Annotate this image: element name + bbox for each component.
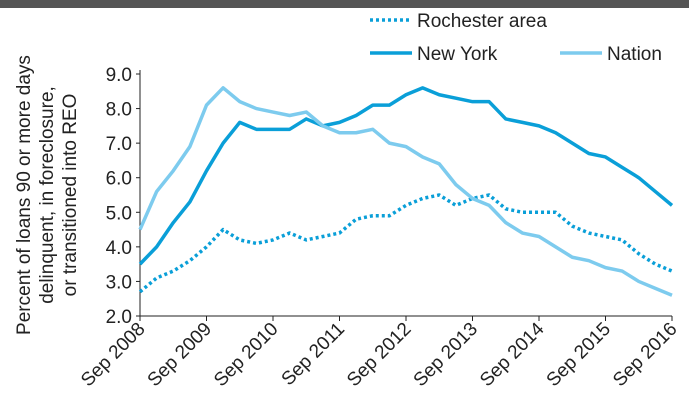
legend-label: Rochester area: [417, 11, 547, 32]
top-bar: [0, 0, 689, 8]
legend-label: New York: [417, 44, 498, 65]
x-tick-label: Sep 2012: [343, 319, 415, 391]
y-tick-label: 2.0: [106, 307, 132, 328]
x-tick-label: Sep 2009: [144, 319, 216, 391]
y-tick-label: 3.0: [106, 272, 132, 293]
y-tick-label: 6.0: [106, 169, 132, 190]
y-axis-label: or transitioned into REO: [60, 94, 81, 297]
x-tick-label: Sep 2014: [476, 318, 549, 391]
x-tick-label: Sep 2011: [278, 319, 349, 390]
y-axis-label: Percent of loans 90 or more days: [14, 55, 35, 335]
x-tick-label: Sep 2008: [77, 319, 149, 391]
x-tick-label: Sep 2015: [543, 319, 615, 391]
x-tick-label: Sep 2016: [609, 319, 681, 391]
legend-label: Nation: [607, 44, 662, 65]
y-axis-label: delinquent, in foreclosure,: [37, 86, 58, 304]
y-tick-label: 7.0: [106, 134, 132, 155]
y-tick-label: 5.0: [106, 203, 132, 224]
y-tick-label: 4.0: [106, 238, 132, 259]
series-line: [138, 86, 674, 266]
y-tick-label: 9.0: [106, 65, 132, 86]
x-tick-label: Sep 2013: [410, 319, 482, 391]
x-tick-label: Sep 2010: [210, 319, 282, 391]
y-tick-label: 8.0: [106, 100, 132, 121]
series-line: [138, 193, 673, 294]
series-line: [138, 86, 673, 297]
